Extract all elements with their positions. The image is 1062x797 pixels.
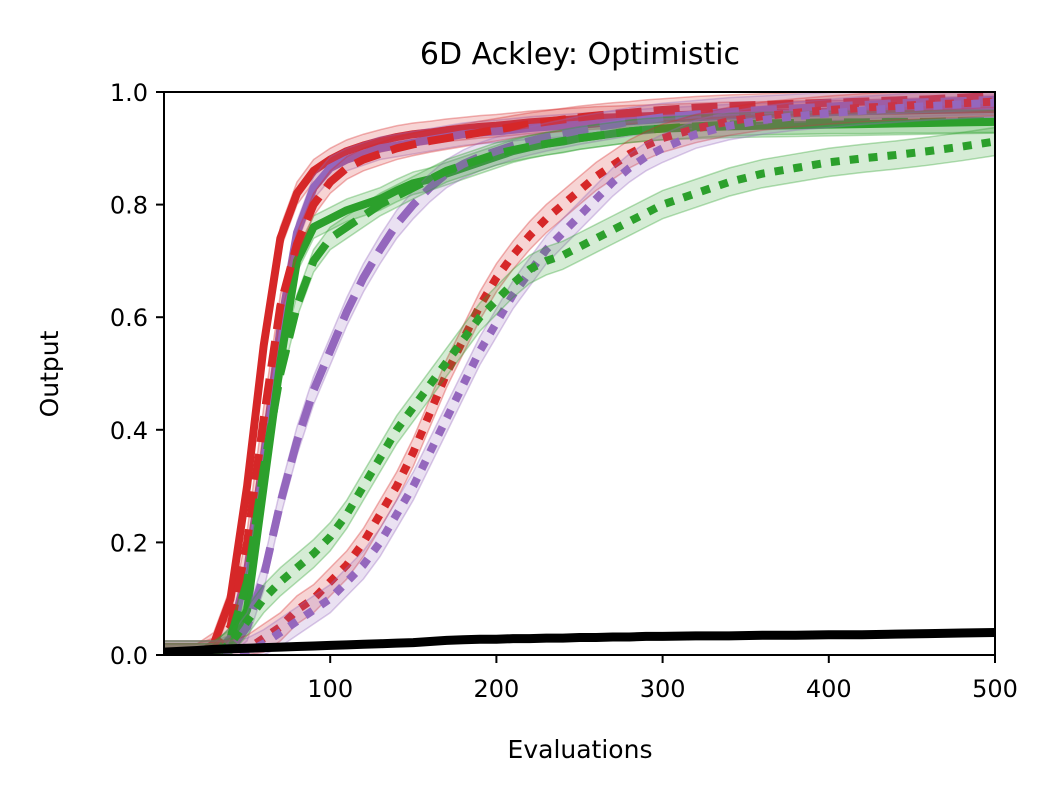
series-red-dashed: [164, 92, 995, 655]
plot-area: [164, 92, 995, 655]
x-tick-label: 100: [307, 675, 353, 703]
band-green-dashed: [164, 109, 995, 655]
x-tick-label: 500: [972, 675, 1018, 703]
series-red-dotted: [164, 92, 995, 655]
series-purple-dotted: [164, 92, 995, 655]
series-green-dotted: [164, 126, 995, 655]
band-purple-dashed: [164, 92, 995, 655]
y-tick-label: 0.6: [110, 304, 148, 332]
band-red-dashed: [164, 92, 995, 655]
x-axis: 100 200 300 400 500: [307, 655, 1018, 703]
y-axis: 0.0 0.2 0.4 0.6 0.8 1.0: [110, 79, 164, 670]
y-tick-label: 1.0: [110, 79, 148, 107]
plot-frame: [163, 91, 996, 656]
band-red-dotted: [164, 92, 995, 655]
x-tick-label: 400: [806, 675, 852, 703]
line-green-dotted: [164, 137, 995, 655]
band-purple-solid: [164, 94, 995, 655]
line-red-dashed: [164, 92, 995, 655]
y-tick-label: 0.4: [110, 417, 148, 445]
band-green-dotted: [164, 126, 995, 655]
y-axis-label: Output: [35, 330, 64, 417]
x-tick-label: 300: [640, 675, 686, 703]
x-tick-label: 200: [473, 675, 519, 703]
y-tick-label: 0.0: [110, 642, 148, 670]
band-purple-dotted: [164, 92, 995, 655]
y-tick-label: 0.8: [110, 192, 148, 220]
series-black-solid: [164, 627, 995, 655]
series-green-dashed: [164, 109, 995, 655]
x-axis-label: Evaluations: [508, 735, 653, 764]
line-black-solid: [164, 627, 995, 655]
line-red-dotted: [164, 97, 995, 655]
y-tick-label: 0.2: [110, 529, 148, 557]
line-green-dashed: [164, 117, 995, 655]
chart-title: 6D Ackley: Optimistic: [420, 37, 740, 72]
